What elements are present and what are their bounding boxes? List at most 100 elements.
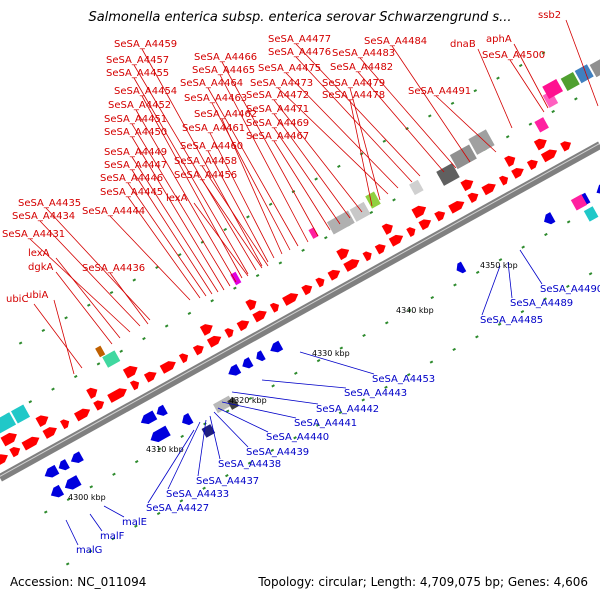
- forward-gene: [60, 419, 70, 430]
- feature-block: [0, 412, 17, 435]
- forward-label-leader: [221, 118, 283, 255]
- tick-mark-far-reverse: [88, 549, 93, 553]
- forward-gene-shape: [374, 244, 386, 255]
- feature-block-shape: [468, 129, 495, 155]
- tick-mark-far-reverse: [520, 309, 525, 314]
- tick-mark-far-forward: [177, 253, 182, 257]
- tick-mark-far-reverse: [543, 297, 547, 301]
- reverse-gene: [228, 363, 242, 376]
- tick-mark-outer-reverse: [225, 409, 230, 413]
- reverse-gene: [44, 464, 60, 478]
- tick-mark-outer-forward: [51, 387, 55, 391]
- forward-gene: [9, 446, 21, 458]
- tick-mark-outer-forward: [324, 236, 328, 240]
- forward-gene: [460, 179, 474, 192]
- reverse-label-leader: [519, 249, 543, 285]
- reverse-gene-shape: [50, 484, 65, 498]
- tick-mark-far-forward: [518, 63, 523, 68]
- feature-block: [365, 191, 381, 209]
- tick-mark-far-forward: [41, 328, 46, 333]
- forward-gene-shape: [381, 223, 393, 235]
- reverse-gene-label: SeSA_A4485: [480, 315, 543, 326]
- reverse-label-leader: [147, 429, 195, 504]
- tick-mark-far-reverse: [179, 499, 184, 503]
- tick-mark-outer-reverse: [544, 232, 548, 237]
- forward-gene: [252, 310, 267, 323]
- forward-label-leader: [33, 303, 83, 369]
- forward-label-leader: [127, 196, 201, 299]
- tick-mark-outer-reverse: [271, 384, 275, 388]
- tick-mark-outer-forward: [96, 362, 101, 366]
- forward-gene-label: SeSA_A4476: [268, 47, 331, 58]
- tick-mark-far-reverse: [65, 562, 70, 566]
- feature-block: [436, 163, 460, 186]
- forward-label-leader: [141, 95, 243, 279]
- forward-gene-label: SeSA_A4484: [364, 36, 427, 47]
- tick-mark-outer-forward: [73, 374, 78, 379]
- tick-mark-outer-forward: [233, 286, 237, 290]
- forward-gene: [381, 223, 393, 235]
- forward-gene-label: SeSA_A4460: [180, 141, 243, 152]
- forward-label-leader: [131, 169, 213, 295]
- forward-gene: [533, 138, 547, 151]
- forward-gene-shape: [511, 167, 524, 179]
- forward-label-leader: [219, 74, 309, 243]
- tick-mark-outer-reverse: [294, 371, 298, 375]
- reverse-gene: [150, 425, 171, 443]
- feature-block: [574, 64, 594, 84]
- forward-gene-label: SeSA_A4477: [268, 34, 331, 45]
- tick-mark-outer-reverse: [89, 485, 94, 489]
- forward-label-leader: [135, 109, 237, 283]
- forward-gene-label: lexA: [166, 193, 188, 204]
- forward-gene: [540, 149, 558, 163]
- forward-label-leader: [391, 45, 471, 163]
- forward-gene: [73, 408, 91, 422]
- reverse-gene-shape: [228, 363, 242, 376]
- tick-mark-outer-forward: [505, 135, 510, 139]
- tick-mark-far-reverse: [156, 511, 161, 516]
- forward-label-leader: [277, 87, 389, 195]
- forward-gene-shape: [560, 141, 572, 152]
- tick-mark-outer-reverse: [248, 396, 253, 401]
- forward-label-leader: [133, 77, 249, 275]
- reverse-gene: [596, 182, 600, 195]
- forward-gene-shape: [93, 400, 105, 411]
- forward-gene: [526, 159, 538, 170]
- reverse-gene-label: malG: [76, 545, 102, 556]
- forward-label-leader: [509, 59, 545, 113]
- reverse-gene-label: SeSA_A4443: [344, 388, 407, 399]
- accession-text: Accession: NC_011094: [10, 575, 147, 589]
- forward-gene-shape: [159, 361, 176, 374]
- tick-mark-far-forward: [268, 202, 273, 206]
- forward-gene: [93, 400, 105, 411]
- forward-gene: [178, 353, 189, 364]
- forward-gene: [236, 320, 250, 332]
- forward-gene: [199, 324, 213, 336]
- forward-label-leader: [285, 72, 399, 189]
- tick-mark-outer-reverse: [566, 220, 571, 224]
- tick-mark-far-reverse: [225, 474, 229, 478]
- reverse-gene: [140, 410, 158, 425]
- reverse-gene: [156, 404, 168, 416]
- forward-gene: [418, 219, 432, 231]
- tick-mark-outer-forward: [28, 400, 33, 404]
- feature-block: [409, 179, 424, 196]
- reverse-label-leader: [197, 419, 207, 477]
- tick-mark-far-reverse: [361, 398, 366, 402]
- reverse-gene-shape: [242, 357, 254, 369]
- feature-block: [449, 144, 477, 170]
- feature-block: [11, 404, 31, 424]
- forward-gene: [86, 387, 98, 399]
- forward-gene-label: SeSA_A4459: [114, 39, 177, 50]
- tick-mark-outer-reverse: [157, 447, 162, 451]
- feature-block-shape: [560, 71, 580, 91]
- tick-mark-outer-forward: [301, 248, 305, 252]
- forward-label-leader: [55, 271, 113, 345]
- forward-gene-label: SeSA_A4446: [100, 173, 163, 184]
- tick-mark-outer-forward: [187, 311, 192, 316]
- reverse-gene-shape: [140, 410, 158, 425]
- reverse-gene-label: SeSA_A4490: [540, 284, 600, 295]
- tick-mark-outer-reverse: [66, 497, 71, 502]
